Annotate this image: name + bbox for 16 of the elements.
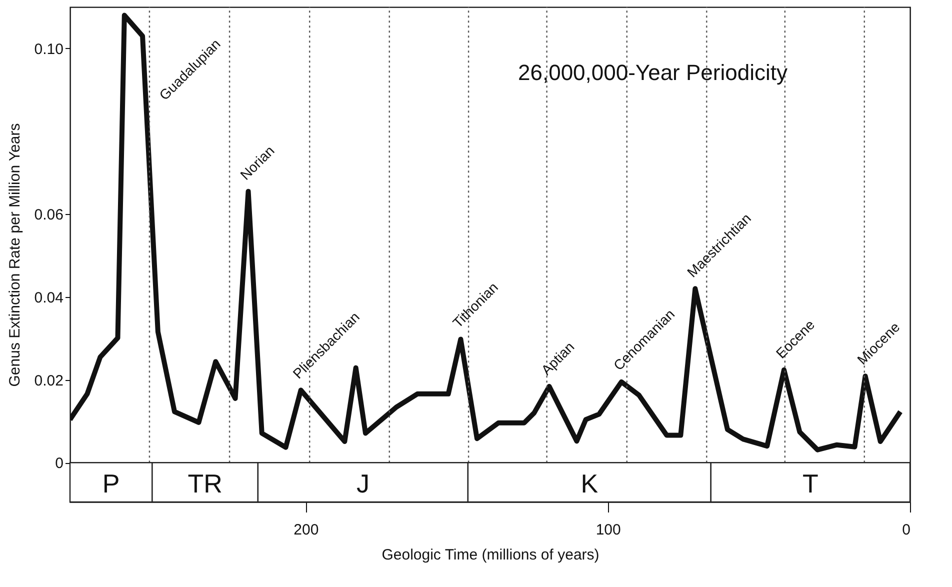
y-tick-label: 0.04 xyxy=(34,289,64,306)
y-axis-title: Genus Extinction Rate per Million Years xyxy=(6,123,24,387)
x-tick-label: 200 xyxy=(294,522,319,538)
band-label: TR xyxy=(188,468,222,498)
band-label: T xyxy=(802,468,818,498)
band-label: P xyxy=(102,468,120,498)
x-tick-label: 100 xyxy=(596,522,621,538)
y-tick-label: 0.06 xyxy=(34,206,64,224)
x-tick-label: 0 xyxy=(902,522,910,538)
band-label: J xyxy=(356,468,370,498)
y-tick-label: 0.10 xyxy=(34,40,64,58)
y-tick-label: 0 xyxy=(55,455,64,472)
x-axis-title: Geologic Time (millions of years) xyxy=(382,546,600,564)
band-label: K xyxy=(580,468,599,498)
annotation: 26,000,000-Year Periodicity xyxy=(518,60,788,85)
y-tick-label: 0.02 xyxy=(34,372,64,390)
